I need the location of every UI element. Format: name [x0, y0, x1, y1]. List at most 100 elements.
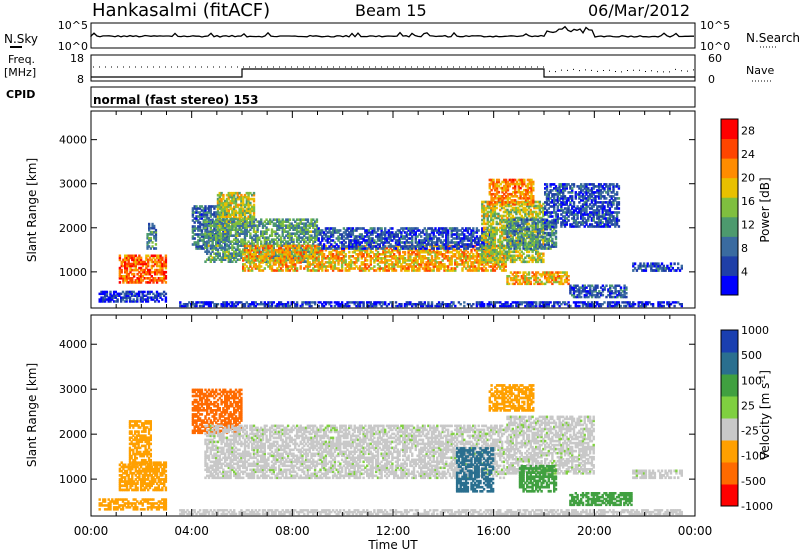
scatter-cell: [222, 201, 225, 205]
scatter-cell: [310, 230, 313, 233]
scatter-cell: [261, 248, 265, 251]
scatter-cell: [122, 275, 125, 278]
scatter-cell: [344, 233, 347, 236]
scatter-cell: [411, 250, 414, 254]
scatter-cell: [472, 233, 475, 236]
scatter-cell: [220, 258, 223, 261]
scatter-cell: [517, 220, 520, 224]
scatter-cell: [445, 255, 448, 258]
scatter-cell: [148, 222, 151, 226]
scatter-cell: [515, 245, 518, 248]
scatter-cell: [143, 294, 146, 297]
scatter-cell: [278, 265, 281, 268]
scatter-cell: [154, 272, 157, 276]
scatter-cell: [423, 244, 426, 248]
scatter-cell: [420, 261, 423, 264]
scatter-cell: [270, 228, 274, 231]
scatter-cell: [461, 259, 464, 262]
scatter-cell: [446, 265, 450, 268]
scatter-cell: [434, 235, 437, 238]
scatter-cell: [436, 253, 439, 256]
scatter-cell: [215, 252, 218, 255]
scatter-cell: [148, 270, 152, 274]
scatter-cell: [463, 248, 466, 252]
scatter-cell: [145, 266, 148, 270]
scatter-cell: [502, 244, 506, 248]
scatter-cell: [526, 200, 529, 204]
scatter-cell: [425, 247, 428, 250]
scatter-cell: [486, 210, 489, 214]
scatter-cell: [427, 243, 430, 246]
scatter-cell: [358, 248, 362, 252]
scatter-cell: [409, 231, 412, 234]
scatter-cell: [313, 258, 317, 261]
scatter-cell: [373, 255, 376, 258]
scatter-cell: [243, 250, 247, 253]
scatter-cell: [337, 255, 340, 258]
scatter-cell: [200, 247, 204, 250]
scatter-cell: [272, 269, 275, 272]
scatter-cell: [276, 267, 279, 270]
scatter-cell: [216, 239, 220, 242]
scatter-cell: [455, 233, 459, 236]
cpid-label: CPID: [6, 88, 35, 101]
scatter-cell: [427, 239, 430, 242]
scatter-cell: [200, 217, 204, 220]
scatter-cell: [398, 244, 401, 248]
scatter-cell: [495, 206, 498, 210]
scatter-cell: [233, 211, 236, 215]
scatter-cell: [500, 214, 504, 218]
scatter-cell: [251, 215, 254, 218]
scatter-cell: [387, 255, 390, 258]
scatter-cell: [328, 237, 331, 240]
scatter-cell: [263, 236, 266, 239]
scatter-cell: [513, 231, 516, 235]
scatter-cell: [254, 259, 257, 262]
scatter-cell: [490, 260, 493, 264]
scatter-cell: [509, 226, 513, 229]
scatter-cell: [124, 277, 127, 280]
scatter-cell: [249, 220, 252, 223]
scatter-cell: [272, 224, 275, 227]
scatter-cell: [367, 229, 371, 232]
scatter-cell: [285, 230, 288, 233]
scatter-cell: [211, 205, 214, 208]
scatter-cell: [198, 221, 202, 224]
scatter-cell: [312, 224, 315, 227]
scatter-cell: [527, 228, 531, 231]
scatter-cell: [261, 230, 265, 233]
scatter-cell: [432, 237, 435, 240]
scatter-cell: [272, 218, 275, 221]
scatter-cell: [495, 256, 498, 260]
scatter-cell: [303, 252, 306, 255]
scatter-cell: [486, 206, 489, 210]
scatter-cell: [98, 292, 101, 296]
scatter-cell: [357, 267, 360, 270]
scatter-cell: [416, 227, 419, 230]
scatter-cell: [157, 292, 160, 296]
scatter-cell: [236, 195, 239, 199]
scatter-cell: [234, 242, 238, 245]
scatter-cell: [402, 261, 405, 264]
scatter-cell: [526, 216, 529, 220]
scatter-cell: [227, 226, 230, 229]
scatter-cell: [260, 269, 263, 272]
scatter-cell: [206, 250, 209, 253]
scatter-cell: [423, 255, 426, 258]
scatter-cell: [274, 222, 277, 225]
scatter-cell: [258, 252, 261, 255]
scatter-cell: [301, 218, 304, 221]
scatter-cell: [477, 269, 480, 272]
scatter-cell: [321, 253, 324, 256]
scatter-cell: [529, 210, 532, 214]
scatter-cell: [308, 226, 311, 229]
scatter-cell: [146, 298, 150, 301]
scatter-cell: [436, 247, 439, 250]
scatter-cell: [236, 230, 239, 233]
scatter-cell: [427, 235, 430, 238]
scatter-cell: [303, 246, 306, 250]
scatter-cell: [131, 262, 134, 266]
scatter-cell: [134, 300, 137, 303]
scatter-cell: [123, 300, 126, 303]
scatter-cell: [536, 254, 540, 258]
